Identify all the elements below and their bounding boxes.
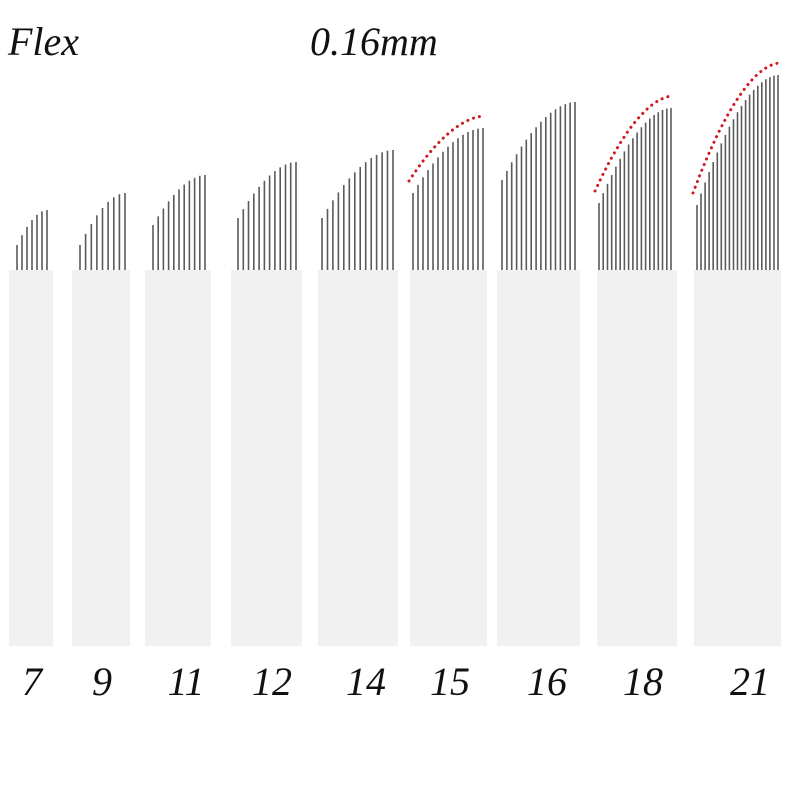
pin-count-label-18: 18 <box>623 659 663 704</box>
pin-count-label-21: 21 <box>730 659 770 704</box>
needle-group-14 <box>321 150 394 272</box>
blade-7 <box>9 270 53 646</box>
needle-group-11 <box>152 175 206 272</box>
pin-count-label-15: 15 <box>430 659 470 704</box>
needle-group-9 <box>79 193 126 272</box>
needle-group-16 <box>501 102 576 272</box>
needle-diameter-label: 0.16mm <box>310 19 438 64</box>
needle-group-15 <box>412 128 484 272</box>
curve-highlight-18 <box>593 94 675 193</box>
blade-9 <box>72 270 130 646</box>
curve-highlight-21 <box>691 61 782 195</box>
blade-18 <box>597 270 677 646</box>
curve-highlight-15 <box>407 114 487 183</box>
blade-16 <box>497 270 580 646</box>
blade-14 <box>318 270 398 646</box>
pin-count-label-11: 11 <box>167 659 205 704</box>
blade-21 <box>694 270 781 646</box>
pin-count-label-7: 7 <box>22 659 42 704</box>
needle-group-18 <box>598 108 672 272</box>
blade-12 <box>231 270 302 646</box>
needle-group-12 <box>237 162 297 272</box>
blade-15 <box>410 270 487 646</box>
pin-count-label-9: 9 <box>92 659 112 704</box>
pin-count-label-16: 16 <box>527 659 567 704</box>
blade-11 <box>145 270 211 646</box>
needle-group-21 <box>696 75 779 272</box>
needle-group-7 <box>16 210 48 272</box>
series-title: Flex <box>8 19 80 64</box>
pin-count-label-14: 14 <box>346 659 386 704</box>
pin-count-label-12: 12 <box>252 659 292 704</box>
